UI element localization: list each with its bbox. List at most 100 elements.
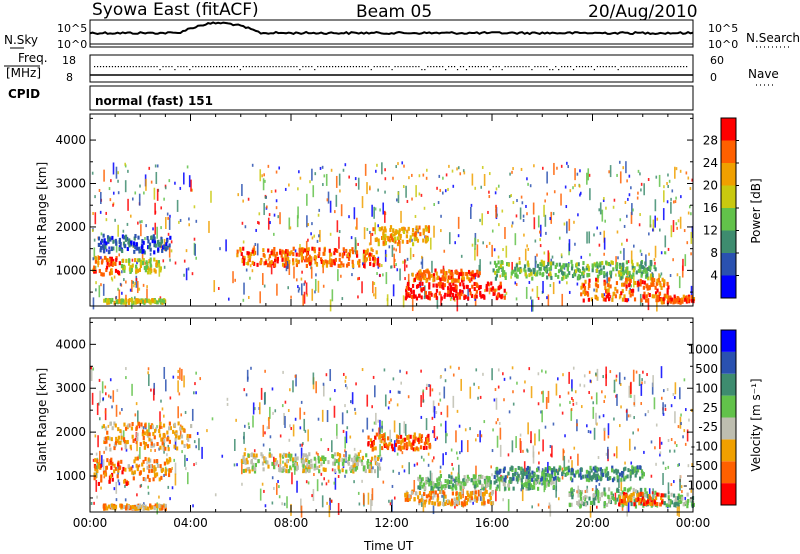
power-band-cell (465, 271, 468, 276)
velocity-band-cell (490, 501, 493, 506)
velocity-band-cell (618, 472, 621, 477)
velocity-band-cell (398, 445, 401, 450)
power-scatter-cell (574, 183, 576, 187)
velocity-band-cell (378, 435, 381, 440)
power-band-cell (391, 237, 394, 242)
power-band-cell (168, 243, 171, 248)
velocity-scatter-cell (358, 502, 361, 506)
power-scatter-cell (384, 177, 387, 181)
velocity-band-cell (419, 436, 422, 441)
velocity-scatter-cell (117, 462, 119, 475)
velocity-band-cell (266, 460, 269, 465)
power-band-cell (153, 268, 156, 273)
velocity-scatter-cell (480, 434, 483, 438)
velocity-band-cell (158, 503, 161, 508)
power-scatter-cell (576, 282, 579, 286)
power-scatter-cell (366, 182, 368, 195)
velocity-band-cell (503, 477, 506, 482)
power-band-cell (558, 262, 561, 267)
velocity-scatter-cell (143, 502, 145, 506)
velocity-band-cell (536, 486, 540, 491)
power-scatter-cell (179, 218, 182, 222)
power-band-cell (160, 236, 163, 241)
power-scatter-cell (397, 191, 400, 195)
power-band-cell (604, 286, 607, 291)
velocity-scatter-cell (420, 415, 423, 419)
velocity-band-cell (603, 504, 606, 509)
power-band-cell (471, 284, 474, 289)
velocity-band-cell (427, 493, 431, 498)
velocity-scatter-cell (147, 485, 149, 489)
power-scatter-cell (666, 182, 668, 186)
power-band-cell (309, 261, 312, 266)
velocity-band-cell (653, 500, 656, 505)
freq-dot (564, 66, 566, 68)
velocity-band-cell (503, 466, 506, 471)
velocity-scatter-cell (137, 410, 139, 423)
velocity-band-cell (529, 472, 532, 477)
velocity-band-cell (611, 495, 614, 500)
freq-dot (171, 66, 173, 68)
velocity-scatter-cell (574, 390, 577, 394)
freq-dot (266, 66, 268, 68)
velocity-band-cell (547, 482, 550, 487)
power-scatter-cell (146, 285, 148, 289)
velocity-scatter-cell (96, 403, 99, 416)
velocity-scatter-cell (528, 367, 531, 371)
power-scatter-cell (647, 298, 650, 311)
power-scatter-cell (640, 188, 642, 192)
nsky-tick-top: 10^5 (57, 22, 88, 35)
power-scatter-cell (361, 196, 364, 209)
power-scatter-cell (156, 164, 159, 168)
velocity-scatter-cell (130, 447, 133, 451)
velocity-band-cell (532, 480, 536, 485)
power-scatter-cell (275, 199, 278, 203)
power-scatter-cell (117, 287, 119, 291)
power-band-cell (377, 238, 380, 243)
freq-dot (415, 66, 417, 68)
power-scatter-cell (411, 173, 413, 177)
power-colorbar-segment (721, 253, 736, 276)
power-band-cell (596, 261, 599, 266)
power-band-cell (280, 253, 283, 258)
power-scatter-cell (406, 257, 409, 261)
power-scatter-cell (290, 295, 292, 299)
power-scatter-cell (668, 179, 671, 183)
power-band-cell (147, 245, 150, 250)
power-band-cell (161, 245, 165, 250)
velocity-band-cell (423, 500, 426, 505)
power-scatter-cell (185, 249, 188, 253)
velocity-scatter-cell (542, 439, 544, 452)
power-scatter-cell (636, 196, 639, 200)
velocity-band-cell (643, 498, 646, 503)
velocity-scatter-cell (644, 380, 646, 384)
power-band-cell (562, 263, 565, 268)
velocity-scatter-cell (683, 378, 686, 382)
velocity-band-cell (119, 503, 122, 508)
velocity-band-cell (93, 476, 96, 481)
power-scatter-cell (377, 224, 379, 228)
power-scatter-cell (624, 200, 627, 204)
power-scatter-cell (511, 170, 513, 174)
velocity-scatter-cell (124, 484, 126, 488)
power-band-cell (330, 252, 333, 257)
velocity-band-cell (485, 489, 488, 494)
power-band-cell (118, 261, 121, 266)
power-band-cell (93, 265, 96, 270)
power-band-cell (382, 229, 385, 234)
velocity-band-cell (406, 498, 410, 503)
power-scatter-cell (152, 227, 154, 231)
power-band-cell (398, 232, 401, 237)
power-scatter-cell (300, 283, 303, 296)
power-band-cell (108, 271, 112, 276)
power-band-cell (641, 280, 644, 285)
velocity-scatter-cell (583, 374, 586, 378)
power-scatter-cell (411, 197, 413, 201)
velocity-band-cell (597, 493, 600, 498)
velocity-scatter-cell (104, 385, 107, 389)
power-band-cell (478, 285, 481, 290)
velocity-scatter-cell (673, 449, 676, 453)
power-colorbar-segment (721, 140, 736, 163)
power-scatter-cell (510, 194, 512, 198)
power-band-cell (511, 269, 514, 274)
